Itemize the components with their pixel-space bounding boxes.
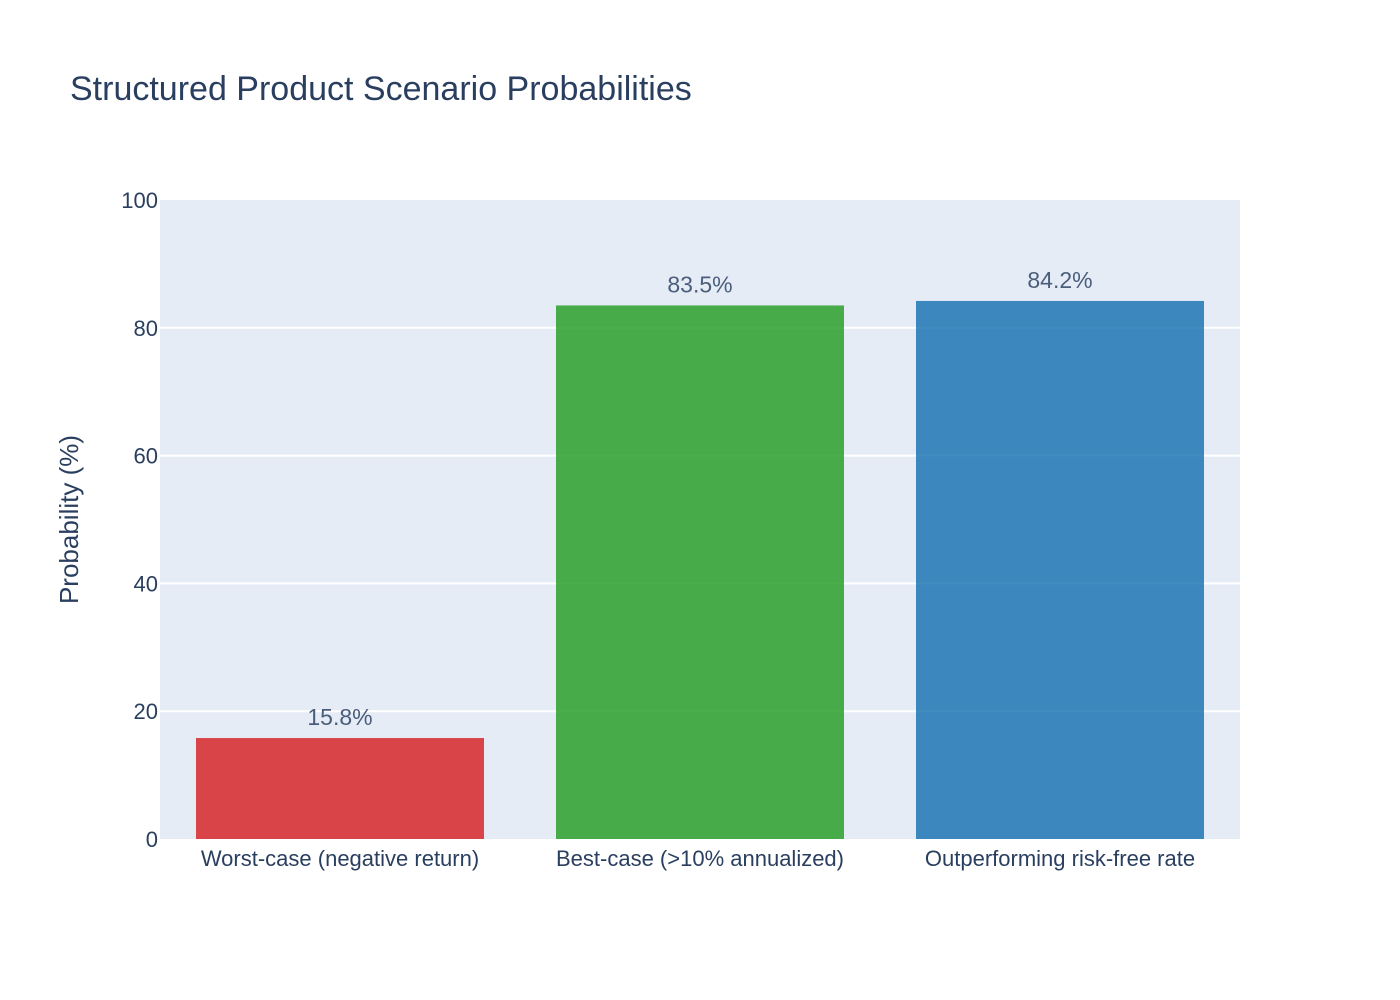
y-tick-label: 60 [134, 444, 158, 469]
y-tick-label: 0 [146, 827, 158, 852]
y-axis-title: Probability (%) [54, 435, 84, 604]
y-tick-label: 40 [134, 571, 158, 596]
bar-value-label: 84.2% [1027, 267, 1092, 293]
bar-value-label: 83.5% [667, 271, 732, 297]
x-tick-label: Worst-case (negative return) [201, 846, 479, 871]
bar[interactable] [916, 300, 1204, 839]
x-axis-ticks: Worst-case (negative return) Best-case (>… [201, 846, 1195, 871]
x-tick-label: Outperforming risk-free rate [925, 846, 1195, 871]
y-axis-ticks: 0 20 40 60 80 100 [121, 188, 158, 852]
bar[interactable] [196, 738, 484, 839]
bar[interactable] [556, 305, 844, 839]
chart-title: Structured Product Scenario Probabilitie… [70, 70, 692, 108]
data-labels: 15.8% 83.5% 84.2% [307, 267, 1092, 730]
y-tick-label: 20 [134, 699, 158, 724]
x-tick-label: Best-case (>10% annualized) [556, 846, 844, 871]
bars [196, 300, 1204, 839]
y-tick-label: 80 [134, 316, 158, 341]
bar-value-label: 15.8% [307, 704, 372, 730]
y-tick-label: 100 [121, 188, 158, 213]
